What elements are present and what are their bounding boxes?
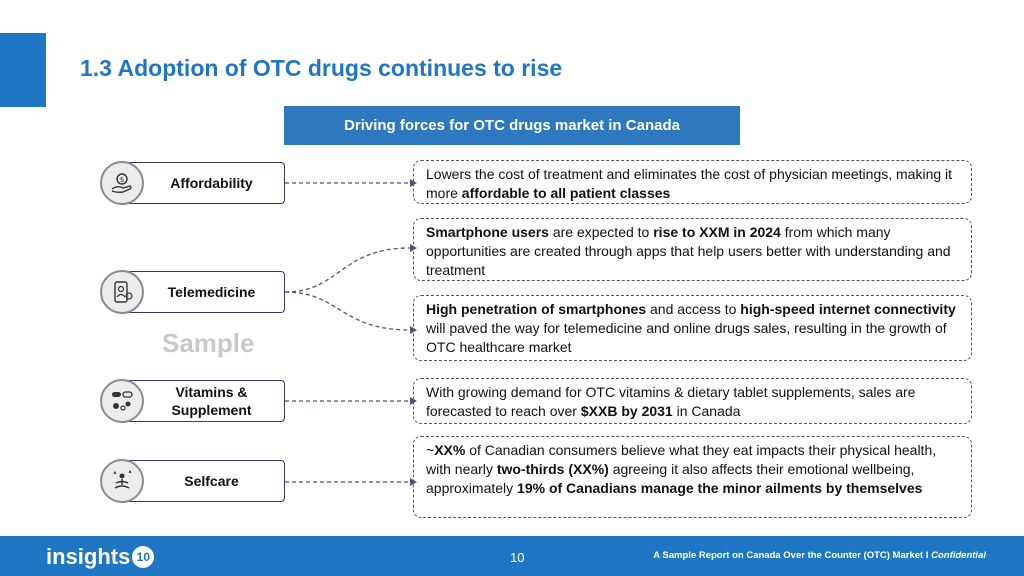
card-selfcare: ~XX% of Canadian consumers believe what …: [413, 436, 972, 518]
section-banner: Driving forces for OTC drugs market in C…: [284, 106, 740, 145]
card-smartphone-penetration: High penetration of smartphones and acce…: [413, 295, 972, 361]
driver-label: Affordability: [120, 162, 285, 204]
connector-telemedicine-upper: [284, 247, 411, 293]
driver-label: Telemedicine: [120, 271, 285, 313]
svg-text:$: $: [120, 176, 124, 184]
driver-selfcare: Selfcare: [100, 459, 285, 503]
page-title: 1.3 Adoption of OTC drugs continues to r…: [80, 55, 563, 81]
sample-watermark: Sample: [162, 328, 255, 358]
driver-label: Selfcare: [120, 460, 285, 502]
page-number: 10: [510, 550, 525, 565]
phone-doctor-icon: [100, 270, 144, 314]
driver-affordability: Affordability $: [100, 161, 285, 205]
footer-note: A Sample Report on Canada Over the Count…: [653, 550, 986, 561]
card-vitamins: With growing demand for OTC vitamins & d…: [413, 378, 972, 424]
pills-icon: [100, 379, 144, 423]
footer: insights 10 10 A Sample Report on Canada …: [0, 536, 1024, 576]
insights10-logo: insights 10: [46, 544, 155, 570]
logo-badge: 10: [132, 546, 155, 568]
driver-label: Vitamins & Supplement: [120, 380, 285, 422]
driver-vitamins: Vitamins & Supplement: [100, 379, 285, 423]
accent-bar: [0, 33, 46, 107]
hand-coin-icon: $: [100, 161, 144, 205]
connector-telemedicine-lower: [284, 291, 411, 331]
meditation-icon: [100, 459, 144, 503]
card-smartphone-users: Smartphone users are expected to rise to…: [413, 218, 972, 281]
driver-telemedicine: Telemedicine: [100, 270, 285, 314]
card-affordability: Lowers the cost of treatment and elimina…: [413, 160, 972, 204]
